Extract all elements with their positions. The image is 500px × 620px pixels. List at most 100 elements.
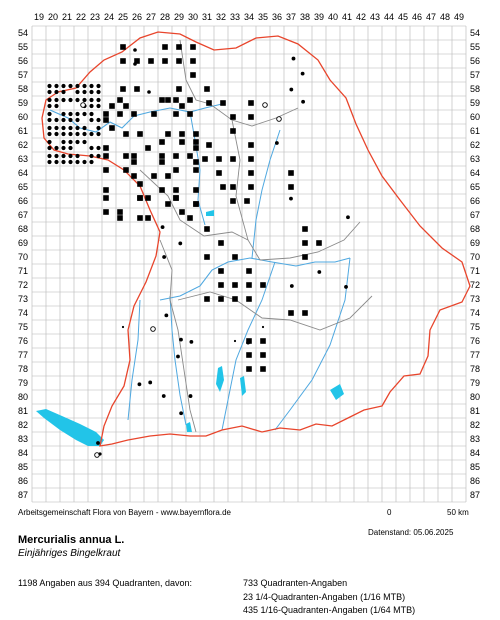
scale-start-label: 0 (387, 508, 392, 517)
quadrant-marker (103, 153, 109, 159)
col-label-top-41: 41 (342, 12, 352, 22)
row-label-left-61: 61 (18, 126, 28, 136)
row-label-left-83: 83 (18, 434, 28, 444)
credit-line: Arbeitsgemeinschaft Flora von Bayern - w… (18, 508, 231, 517)
sub-quadrant-marker (188, 394, 193, 398)
quadrant-marker (159, 139, 165, 145)
quadrant-marker (123, 103, 129, 109)
row-label-right-85: 85 (470, 462, 480, 472)
sixteenth-quadrant-count: 435 1/16-Quadranten-Angaben (1/64 MTB) (243, 605, 416, 615)
quadrant-marker (218, 296, 224, 302)
sub-quadrant-marker (301, 99, 305, 104)
col-label-top-31: 31 (202, 12, 212, 22)
historical-marker (150, 326, 156, 332)
quadrant-marker (103, 117, 109, 123)
row-label-left-81: 81 (18, 406, 28, 416)
starnberger-see (240, 376, 246, 396)
row-label-left-62: 62 (18, 140, 28, 150)
german-name: Einjähriges Bingelkraut (18, 548, 121, 559)
sub-quadrant-marker (289, 87, 294, 92)
quadrant-marker (232, 282, 238, 288)
quadrant-marker (137, 181, 143, 187)
row-label-left-72: 72 (18, 280, 28, 290)
row-label-right-76: 76 (470, 336, 480, 346)
sub-quadrant-marker (233, 339, 237, 343)
species-name: Mercurialis annua L. (18, 534, 125, 546)
quadrant-marker (123, 167, 129, 173)
sub-quadrant-marker (61, 131, 66, 137)
quadrant-marker (202, 156, 208, 162)
sub-quadrant-marker (47, 153, 52, 159)
sub-quadrant-marker (96, 153, 101, 159)
quadrant-marker (246, 352, 252, 358)
row-label-right-61: 61 (470, 126, 480, 136)
sub-quadrant-marker (274, 141, 279, 145)
row-label-right-78: 78 (470, 364, 480, 374)
sub-quadrant-marker (54, 131, 59, 137)
sub-quadrant-marker (61, 117, 66, 123)
quadrant-marker (220, 100, 226, 106)
quadrant-marker (288, 184, 294, 190)
district-border-oberpfalz-south (259, 221, 361, 261)
row-label-left-58: 58 (18, 84, 28, 94)
row-label-right-58: 58 (470, 84, 480, 94)
quadrant-marker (246, 282, 252, 288)
row-label-left-77: 77 (18, 350, 28, 360)
row-label-left-85: 85 (18, 462, 28, 472)
quadrant-marker (193, 139, 199, 145)
quadrant-marker (190, 58, 196, 64)
sub-quadrant-marker (89, 89, 94, 95)
sub-quadrant-marker (162, 255, 167, 259)
row-label-left-86: 86 (18, 476, 28, 486)
quadrant-marker (260, 352, 266, 358)
sub-quadrant-marker (89, 111, 94, 117)
sub-quadrant-marker (54, 145, 59, 151)
row-label-left-63: 63 (18, 154, 28, 164)
quadrant-marker (137, 215, 143, 221)
sub-quadrant-marker (75, 159, 80, 165)
quadrant-marker (165, 173, 171, 179)
sub-quadrant-marker (75, 131, 80, 137)
quadrant-marker (193, 201, 199, 207)
sub-quadrant-marker (47, 125, 52, 131)
sub-quadrant-marker (75, 97, 80, 103)
row-label-left-76: 76 (18, 336, 28, 346)
sub-quadrant-marker (68, 83, 73, 89)
quadrant-marker (173, 187, 179, 193)
sub-quadrant-marker (121, 325, 125, 329)
quadrant-marker (120, 44, 126, 50)
row-label-right-87: 87 (470, 490, 480, 500)
col-label-top-36: 36 (272, 12, 282, 22)
quadrant-marker (151, 173, 157, 179)
sub-quadrant-marker (68, 117, 73, 123)
danube-river (159, 257, 351, 301)
sub-quadrant-marker (89, 153, 94, 159)
occurrence-markers (47, 44, 350, 458)
quadrant-marker (176, 58, 182, 64)
sub-quadrant-marker (75, 153, 80, 159)
sub-quadrant-marker (61, 83, 66, 89)
col-label-top-22: 22 (76, 12, 86, 22)
sub-quadrant-marker (133, 62, 137, 66)
quadrant-marker (204, 226, 210, 232)
quadrant-marker (302, 310, 308, 316)
sub-quadrant-marker (68, 97, 73, 103)
quadrant-marker (117, 215, 123, 221)
col-label-top-42: 42 (356, 12, 366, 22)
rivers-layer (49, 103, 351, 431)
sub-quadrant-marker (96, 103, 101, 109)
quadrant-marker (230, 198, 236, 204)
row-label-left-82: 82 (18, 420, 28, 430)
row-label-right-69: 69 (470, 238, 480, 248)
sub-quadrant-marker (89, 117, 94, 123)
quadrant-marker (145, 215, 151, 221)
bavaria-state-border (41, 31, 471, 447)
quadrant-marker (232, 296, 238, 302)
chiemsee (330, 384, 344, 400)
quadrant-marker (159, 97, 165, 103)
sub-quadrant-marker (68, 153, 73, 159)
quadrant-marker (117, 111, 123, 117)
quadrant-marker (117, 209, 123, 215)
lake-constance (36, 409, 104, 446)
sub-quadrant-marker (75, 139, 80, 145)
